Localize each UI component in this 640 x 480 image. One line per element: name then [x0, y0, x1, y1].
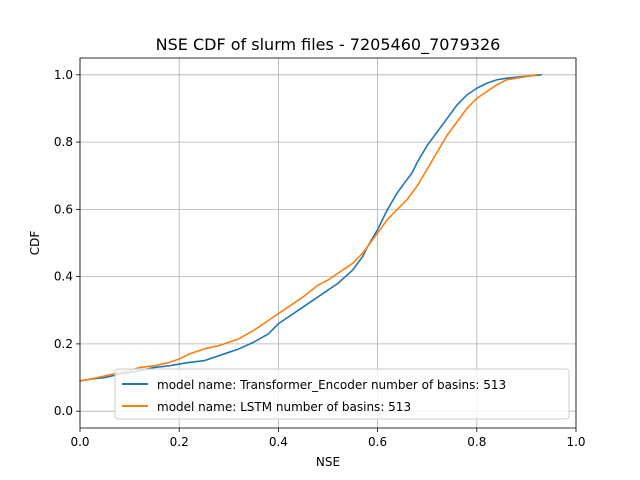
- data-lines: [79, 74, 543, 382]
- x-tick-label: 0.2: [170, 435, 189, 449]
- lstm-cdf-line: [79, 74, 538, 382]
- x-tick-label: 0.0: [70, 435, 89, 449]
- x-tick-label: 0.4: [269, 435, 288, 449]
- chart-title: NSE CDF of slurm files - 7205460_7079326: [156, 35, 501, 55]
- legend-label-transformer: model name: Transformer_Encoder number o…: [157, 378, 506, 392]
- legend: model name: Transformer_Encoder number o…: [114, 368, 570, 420]
- transformer-encoder-cdf-line: [79, 74, 543, 382]
- y-tick-label: 0.0: [54, 404, 73, 418]
- axis-ticks: 0.0 0.2 0.4 0.6 0.8 1.0 0.0 0.2 0.4 0.6 0.8 1.0: [54, 68, 586, 449]
- y-tick-label: 0.2: [54, 337, 73, 351]
- x-tick-label: 0.8: [467, 435, 486, 449]
- legend-box: [114, 368, 570, 420]
- y-tick-label: 0.6: [54, 202, 73, 216]
- plot-frame: [79, 57, 577, 429]
- y-tick-label: 1.0: [54, 68, 73, 82]
- y-tick-label: 0.8: [54, 135, 73, 149]
- x-tick-label: 0.6: [368, 435, 387, 449]
- legend-label-lstm: model name: LSTM number of basins: 513: [157, 400, 411, 414]
- x-tick-label: 1.0: [566, 435, 585, 449]
- y-axis-label: CDF: [28, 231, 42, 256]
- y-tick-label: 0.4: [54, 270, 73, 284]
- x-axis-label: NSE: [316, 455, 340, 469]
